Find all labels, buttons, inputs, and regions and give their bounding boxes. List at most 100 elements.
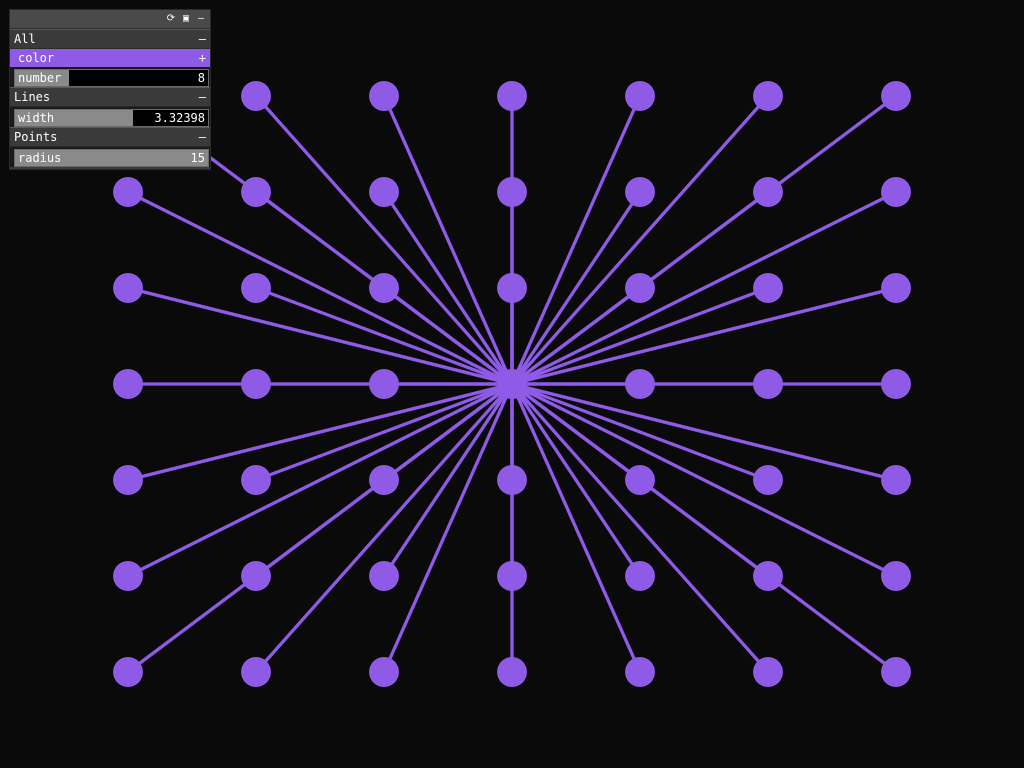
folder-all-toggle-icon[interactable]: – [198, 32, 206, 46]
grid-point-r0-c2 [369, 81, 399, 111]
grid-point-r2-c3 [497, 273, 527, 303]
radius-slider-row: radius 15 [10, 148, 210, 167]
spoke-line-r1-c2 [382, 190, 514, 386]
collapse-icon[interactable]: – [197, 13, 205, 24]
spoke-line-r1-c0 [126, 190, 514, 386]
grid-point-r4-c2 [369, 465, 399, 495]
spoke-line-r0-c2 [382, 94, 514, 386]
save-icon[interactable]: ▣ [182, 13, 190, 24]
spoke-line-r6-c1 [254, 382, 514, 674]
grid-point-r6-c5 [753, 657, 783, 687]
grid-point-r2-c1 [241, 273, 271, 303]
spoke-line-r0-c1 [254, 94, 514, 386]
grid-point-r0-c1 [241, 81, 271, 111]
grid-point-r1-c1 [241, 177, 271, 207]
number-slider-fill [15, 70, 70, 86]
width-slider-row: width 3.32398 [10, 108, 210, 127]
number-slider[interactable]: number 8 [14, 69, 209, 87]
grid-point-r1-c5 [753, 177, 783, 207]
spoke-line-r2-c2 [382, 286, 514, 386]
spoke-line-r2-c0 [126, 286, 514, 386]
folder-lines-title: Lines [14, 90, 51, 104]
spoke-line-r1-c6 [510, 190, 898, 386]
spoke-line-r6-c0 [126, 382, 514, 674]
folder-points-title: Points [14, 130, 58, 144]
spoke-line-r4-c1 [254, 382, 514, 482]
grid-point-r6-c1 [241, 657, 271, 687]
color-label: color [18, 51, 55, 65]
spoke-line-r6-c5 [510, 382, 770, 674]
width-value: 3.32398 [154, 111, 205, 125]
spoke-line-r4-c5 [510, 382, 770, 482]
grid-point-r4-c0 [113, 465, 143, 495]
radius-label: radius [18, 151, 62, 165]
grid-point-r3-c2 [369, 369, 399, 399]
grid-point-r4-c6 [881, 465, 911, 495]
spoke-line-r2-c6 [510, 286, 898, 386]
spoke-line-r4-c0 [126, 382, 514, 482]
spoke-line-r5-c6 [510, 382, 898, 578]
radius-slider[interactable]: radius 15 [14, 149, 209, 167]
folder-points-header[interactable]: Points – [10, 127, 210, 147]
spoke-line-r5-c0 [126, 382, 514, 578]
radius-slider-fill [15, 150, 208, 166]
grid-point-r3-c5 [753, 369, 783, 399]
grid-point-r4-c5 [753, 465, 783, 495]
folder-lines-toggle-icon[interactable]: – [198, 90, 206, 104]
refresh-icon[interactable]: ⟳ [166, 13, 176, 24]
width-label: width [18, 111, 55, 125]
grid-point-r2-c2 [369, 273, 399, 303]
grid-point-r5-c6 [881, 561, 911, 591]
folder-lines-header[interactable]: Lines – [10, 87, 210, 107]
grid-point-r2-c0 [113, 273, 143, 303]
grid-point-r6-c3 [497, 657, 527, 687]
folder-points-toggle-icon[interactable]: – [198, 130, 206, 144]
folder-all-header[interactable]: All – [10, 29, 210, 49]
grid-point-r1-c0 [113, 177, 143, 207]
spoke-line-r0-c5 [510, 94, 770, 386]
spoke-line-r1-c4 [510, 190, 642, 386]
spoke-line-r5-c2 [382, 382, 514, 578]
spoke-line-r5-c4 [510, 382, 642, 578]
radius-value: 15 [190, 151, 205, 165]
width-slider[interactable]: width 3.32398 [14, 109, 209, 127]
color-picker-row[interactable]: color + [10, 49, 210, 67]
panel-titlebar: ⟳ ▣ – [10, 10, 210, 29]
spoke-line-r6-c4 [510, 382, 642, 674]
points-layer [113, 81, 911, 687]
grid-point-r5-c1 [241, 561, 271, 591]
width-slider-fill [15, 110, 133, 126]
grid-point-r0-c6 [881, 81, 911, 111]
grid-point-r0-c3 [497, 81, 527, 111]
grid-point-r4-c1 [241, 465, 271, 495]
grid-point-r5-c2 [369, 561, 399, 591]
spoke-line-r2-c1 [254, 286, 514, 386]
grid-point-r3-c4 [625, 369, 655, 399]
grid-point-r4-c4 [625, 465, 655, 495]
grid-point-r1-c6 [881, 177, 911, 207]
grid-point-r0-c4 [625, 81, 655, 111]
color-expand-icon[interactable]: + [198, 51, 206, 65]
panel-bottom-edge [10, 167, 210, 169]
grid-point-r1-c2 [369, 177, 399, 207]
grid-point-r2-c4 [625, 273, 655, 303]
folder-all-title: All [14, 32, 36, 46]
grid-point-r2-c5 [753, 273, 783, 303]
number-value: 8 [197, 71, 205, 85]
grid-point-r1-c3 [497, 177, 527, 207]
center-point [497, 369, 527, 399]
grid-point-r5-c3 [497, 561, 527, 591]
grid-point-r1-c4 [625, 177, 655, 207]
grid-point-r3-c0 [113, 369, 143, 399]
grid-point-r2-c6 [881, 273, 911, 303]
grid-point-r6-c4 [625, 657, 655, 687]
spoke-line-r0-c4 [510, 94, 642, 386]
grid-point-r3-c6 [881, 369, 911, 399]
spoke-line-r6-c2 [382, 382, 514, 674]
grid-point-r5-c4 [625, 561, 655, 591]
control-panel: ⟳ ▣ – All – color + number 8 Lines – wid… [10, 10, 210, 169]
grid-point-r5-c5 [753, 561, 783, 591]
grid-point-r0-c5 [753, 81, 783, 111]
grid-point-r4-c3 [497, 465, 527, 495]
